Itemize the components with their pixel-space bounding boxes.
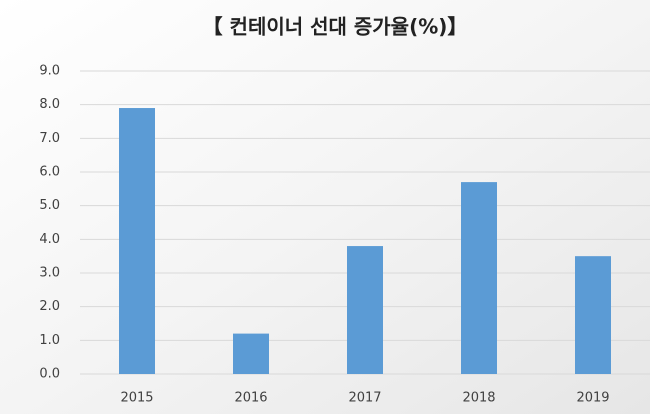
bar [233, 333, 269, 374]
y-tick-label: 4.0 [39, 232, 60, 247]
y-tick-label: 3.0 [39, 266, 60, 281]
y-tick-label: 0.0 [39, 367, 60, 382]
x-tick-label: 2015 [120, 391, 153, 406]
x-tick-label: 2018 [462, 391, 495, 406]
y-tick-label: 7.0 [39, 131, 60, 146]
bar [461, 182, 497, 374]
x-tick-label: 2016 [234, 391, 267, 406]
chart-title: 【 컨테이너 선대 증가율(%)】 [203, 15, 468, 39]
y-tick-label: 2.0 [39, 299, 60, 314]
y-tick-label: 8.0 [39, 97, 60, 112]
bar [575, 256, 611, 374]
y-tick-label: 9.0 [39, 64, 60, 79]
x-tick-label: 2019 [576, 391, 609, 406]
y-tick-label: 5.0 [39, 198, 60, 213]
y-tick-label: 6.0 [39, 165, 60, 180]
x-tick-label: 2017 [348, 391, 381, 406]
bar [119, 108, 155, 375]
y-tick-label: 1.0 [39, 333, 60, 348]
bar [347, 246, 383, 374]
